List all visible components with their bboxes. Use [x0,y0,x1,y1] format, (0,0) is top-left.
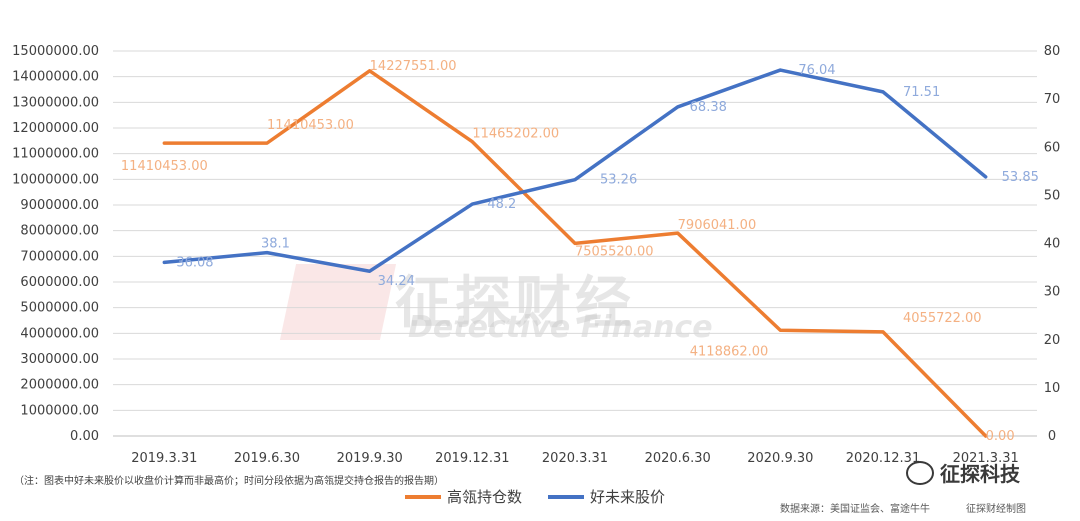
left-tick-label: 7000000.00 [20,249,99,264]
left-tick-label: 12000000.00 [12,121,99,136]
data-label: 11465202.00 [472,127,559,142]
left-tick-label: 10000000.00 [12,172,99,187]
x-tick-label: 2021.3.31 [953,451,1019,466]
x-tick-label: 2020.3.31 [542,451,608,466]
data-label: 36.08 [176,255,213,270]
series-line-holdings [162,69,988,438]
series-line-price [162,68,988,273]
data-label: 0.00 [986,429,1015,444]
left-tick-label: 1000000.00 [20,403,99,418]
left-tick-label: 9000000.00 [20,198,99,213]
data-label: 68.38 [690,100,727,115]
chart-credit: 征探财经制图 [966,504,1026,515]
legend-swatch-blue [548,494,585,499]
legend: 高瓴持仓数 好未来股价 [405,486,665,507]
data-label: 4118862.00 [690,344,769,359]
data-label: 7505520.00 [575,244,654,259]
x-tick-label: 2020.6.30 [645,451,711,466]
right-tick-label: 60 [1044,140,1061,155]
wechat-icon [906,460,934,485]
right-tick-label: 40 [1044,237,1061,252]
legend-item-holdings: 高瓴持仓数 [405,486,522,507]
left-tick-label: 5000000.00 [20,301,99,316]
data-label: 11410453.00 [121,159,208,174]
right-tick-label: 10 [1044,381,1061,396]
data-labels: 11410453.00 11410453.00 14227551.00 1146520… [121,59,1039,444]
right-tick-label: 50 [1044,188,1061,203]
right-tick-label: 20 [1044,333,1061,348]
chart-note: （注：图表中好未来股价以收盘价计算而非最高价；时间分段依据为高瓴提交持仓报告的报… [14,476,444,487]
right-tick-label: 0 [1048,429,1056,444]
right-axis: 0 10 20 30 40 50 60 70 80 [1044,44,1061,444]
data-label: 7906041.00 [678,218,757,233]
left-tick-label: 3000000.00 [20,352,99,367]
left-tick-label: 14000000.00 [12,70,99,85]
data-label: 11410453.00 [267,118,354,133]
data-label: 4055722.00 [903,311,982,326]
data-label: 53.26 [600,173,637,188]
x-tick-label: 2020.9.30 [747,451,813,466]
left-tick-label: 2000000.00 [20,378,99,393]
x-tick-label: 2019.12.31 [435,451,509,466]
right-tick-label: 70 [1044,92,1061,107]
right-tick-label: 80 [1044,44,1061,59]
data-label: 71.51 [903,85,940,100]
x-tick-label: 2019.6.30 [234,451,300,466]
right-tick-label: 30 [1044,285,1061,300]
brand: 征探科技 [906,458,1020,487]
watermark-english: Detective Finance [408,310,713,345]
legend-label-price: 好未来股价 [590,488,666,506]
data-label: 48.2 [487,197,516,212]
data-label: 38.1 [261,237,290,252]
data-label: 14227551.00 [370,59,457,74]
legend-label-holdings: 高瓴持仓数 [447,488,523,506]
left-tick-label: 11000000.00 [12,147,99,162]
x-tick-label: 2020.12.31 [846,451,920,466]
brand-label: 征探科技 [940,462,1020,486]
data-label: 34.24 [378,274,415,289]
data-label: 76.04 [798,63,835,78]
data-source: 数据来源：美国证监会、富途牛牛 [780,504,930,515]
left-tick-label: 8000000.00 [20,224,99,239]
legend-swatch-orange [405,494,441,499]
left-tick-label: 0.00 [70,429,99,444]
data-label: 53.85 [1002,170,1039,185]
left-tick-label: 6000000.00 [20,275,99,290]
x-axis: 2019.3.31 2019.6.30 2019.9.30 2019.12.31 202… [131,451,1019,466]
series-lines [162,68,988,438]
x-tick-label: 2019.9.30 [337,451,403,466]
x-tick-label: 2019.3.31 [131,451,197,466]
left-tick-label: 13000000.00 [12,95,99,110]
left-tick-label: 15000000.00 [12,44,99,59]
left-axis: 0.00 1000000.00 2000000.00 3000000.00 400000… [12,44,99,444]
legend-item-price: 好未来股价 [548,486,665,507]
left-tick-label: 4000000.00 [20,326,99,341]
